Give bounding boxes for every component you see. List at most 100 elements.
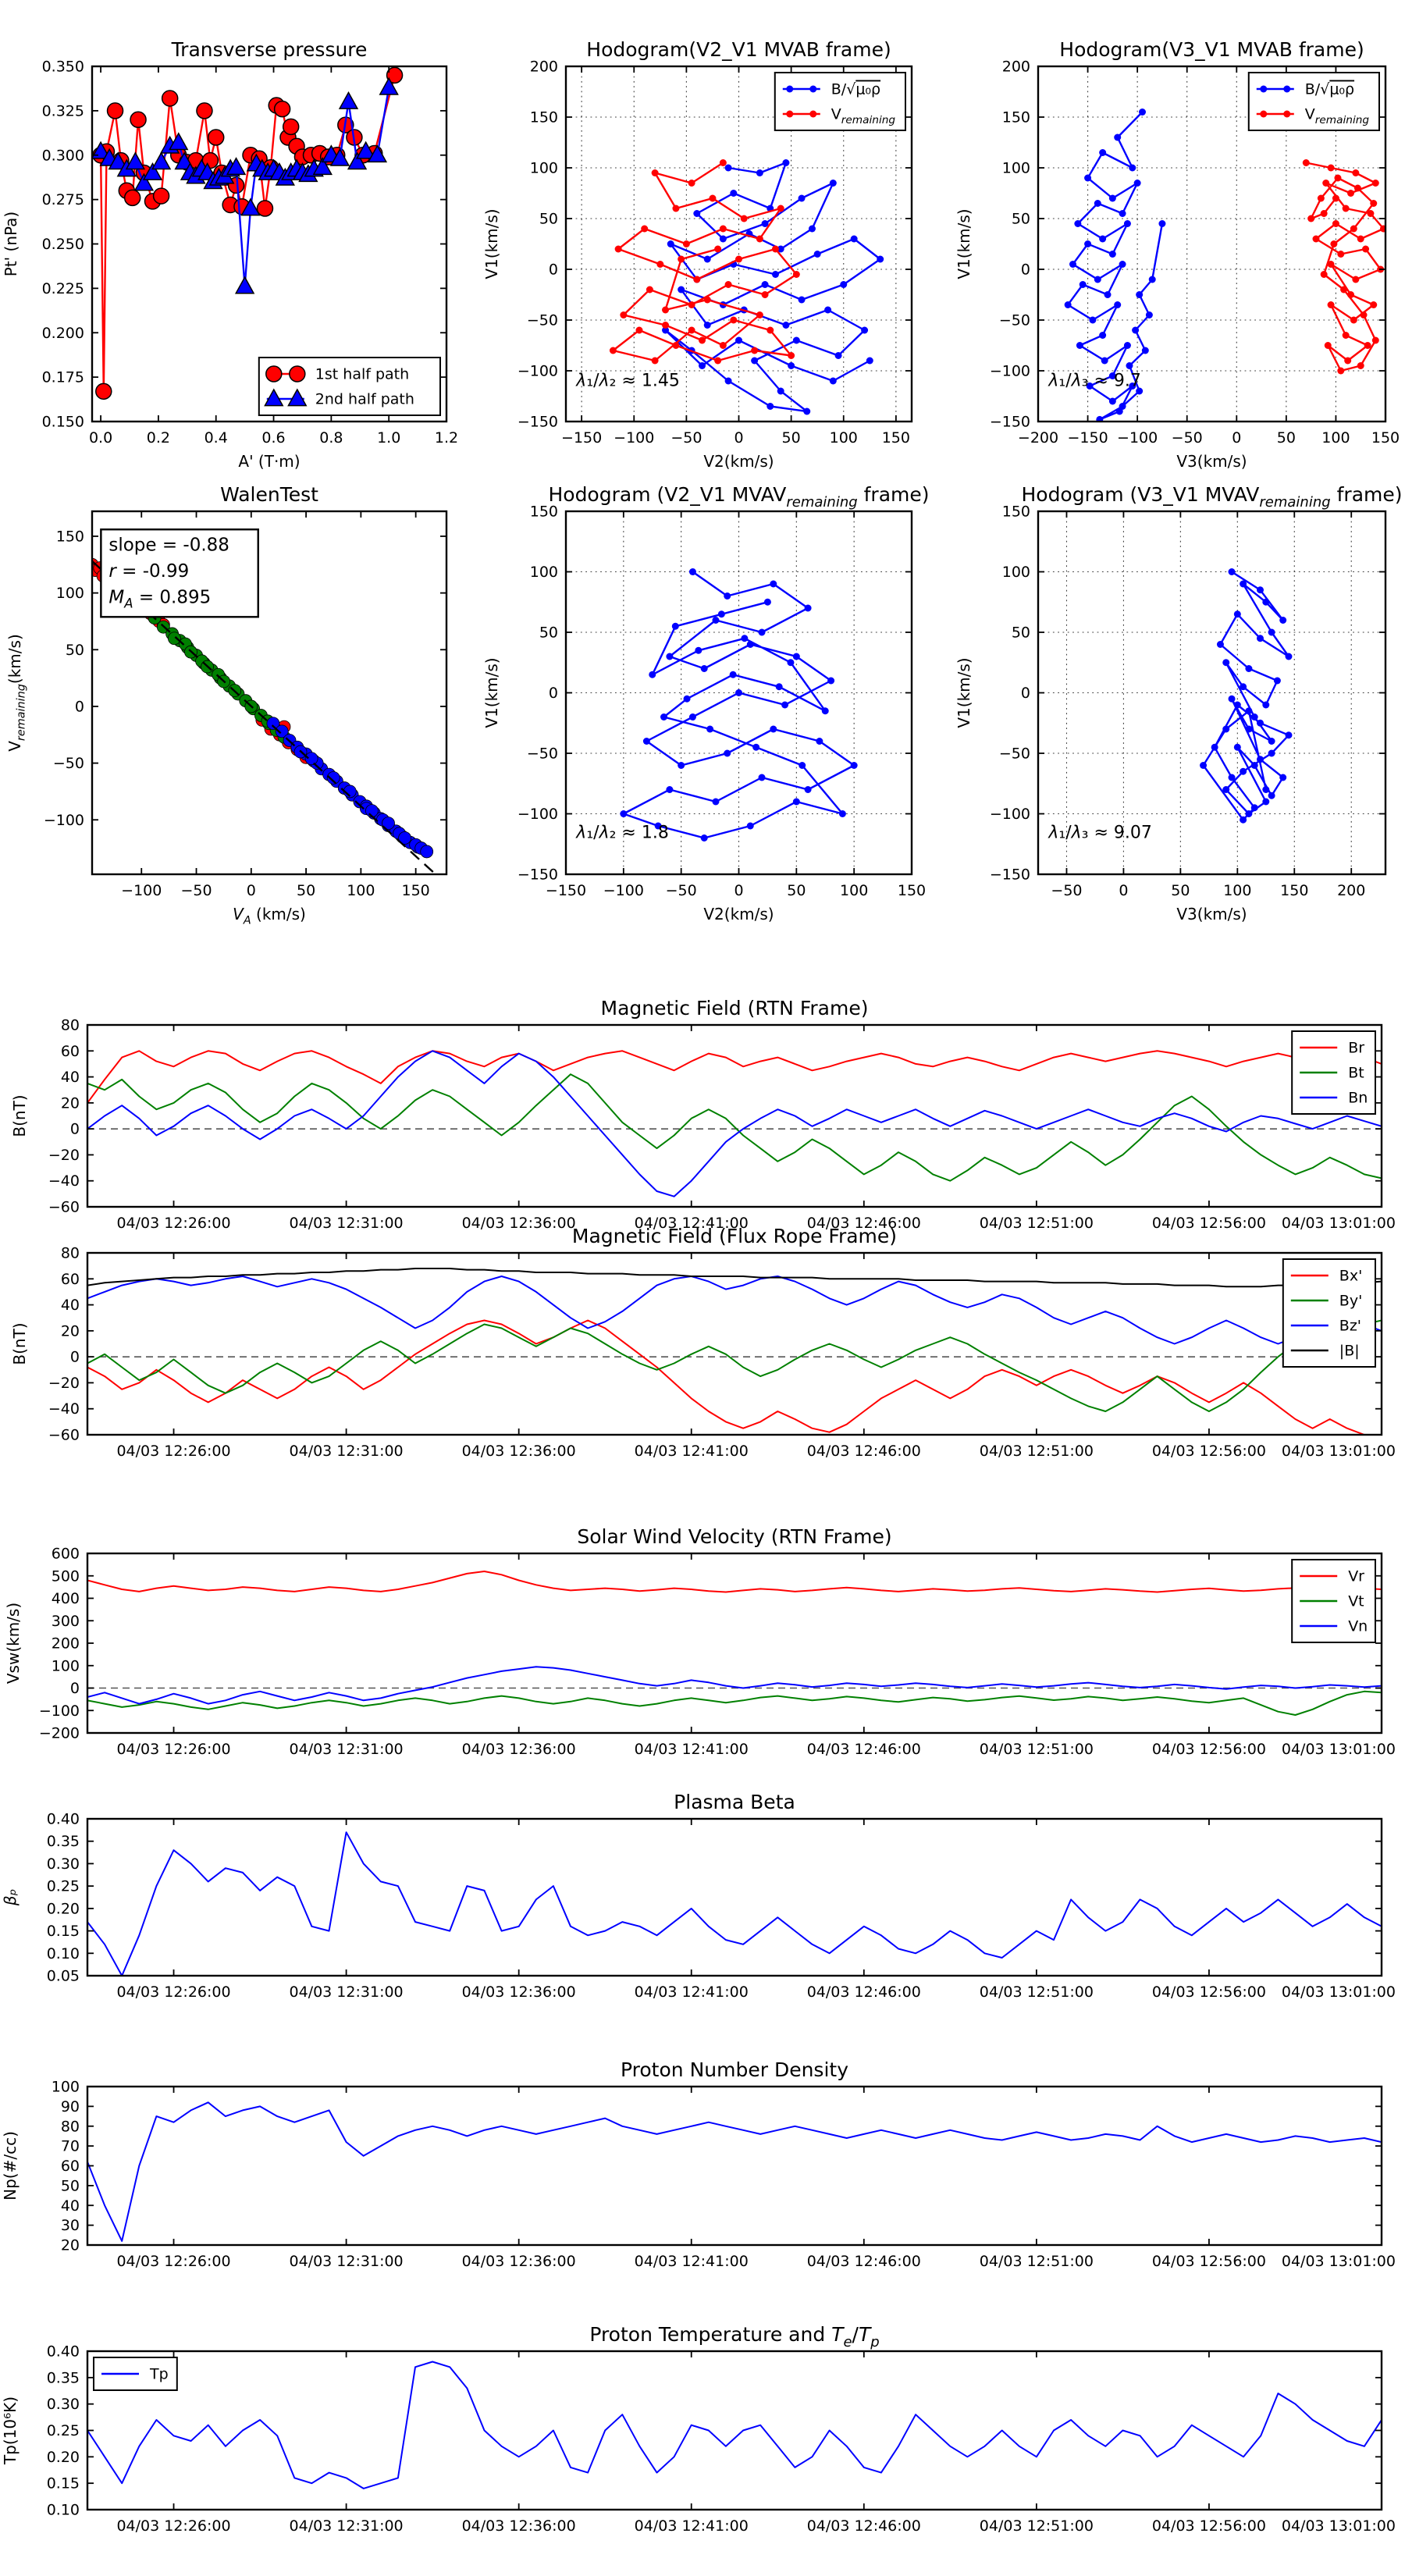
y-tick-label: 100 bbox=[52, 1657, 80, 1674]
x-tick-label: −150 bbox=[561, 429, 602, 447]
x-axis-label: V2(km/s) bbox=[703, 905, 774, 923]
y-tick-label: 100 bbox=[530, 160, 558, 177]
y-tick-label: −40 bbox=[48, 1400, 80, 1418]
y-tick-label: 200 bbox=[530, 59, 558, 76]
x-tick-label: 0.2 bbox=[147, 429, 170, 447]
y-tick-label: −40 bbox=[48, 1172, 80, 1190]
x-tick-label: 04/03 12:36:00 bbox=[462, 2253, 576, 2270]
panel-hodo_v2v1_mvav: −150 −100 −50 0 50 100 150 −150 −100 −50 0 50 100 150… bbox=[482, 483, 930, 923]
axes-frame bbox=[91, 510, 448, 876]
chart-title: Hodogram (V3_V1 MVAVremaining frame) bbox=[1021, 483, 1402, 511]
y-axis-label: V1(km/s) bbox=[482, 208, 501, 279]
x-tick-label: 150 bbox=[402, 882, 430, 899]
x-axis-label: V3(km/s) bbox=[1176, 452, 1247, 471]
y-tick-label: 0.175 bbox=[42, 369, 84, 386]
x-tick-label: 04/03 12:41:00 bbox=[635, 1984, 749, 2001]
x-tick-label: 0 bbox=[1119, 882, 1128, 899]
x-tick-label: 04/03 12:41:00 bbox=[635, 1443, 749, 1460]
x-tick-label: −200 bbox=[1018, 429, 1058, 447]
x-tick-label: 0 bbox=[734, 429, 743, 447]
y-tick-label: 100 bbox=[1002, 564, 1030, 581]
y-tick-label: 80 bbox=[61, 2118, 80, 2135]
x-tick-label: 04/03 12:31:00 bbox=[290, 1741, 404, 1758]
y-tick-label: 500 bbox=[52, 1567, 80, 1585]
y-axis-label: Np(#/cc) bbox=[1, 2131, 20, 2201]
y-tick-label: 50 bbox=[66, 642, 84, 659]
x-tick-label: 04/03 12:31:00 bbox=[290, 1443, 404, 1460]
y-tick-label: 400 bbox=[52, 1590, 80, 1607]
axes-frame bbox=[86, 1817, 1383, 1977]
legend: Tp bbox=[93, 2357, 178, 2391]
x-tick-label: −100 bbox=[1117, 429, 1158, 447]
legend-label: Bn bbox=[1348, 1090, 1368, 1107]
y-tick-label: 60 bbox=[61, 1043, 80, 1060]
x-tick-label: 04/03 12:51:00 bbox=[980, 1443, 1094, 1460]
y-tick-label: −150 bbox=[990, 414, 1030, 431]
y-axis-label: B(nT) bbox=[10, 1322, 29, 1364]
legend-label: Br bbox=[1348, 1040, 1364, 1057]
y-tick-label: 90 bbox=[61, 2098, 80, 2115]
series-V remaining hodogram bbox=[622, 571, 855, 839]
y-tick-label: −100 bbox=[990, 806, 1030, 823]
series-V remaining hodogram bbox=[1202, 571, 1290, 821]
series-Bt bbox=[87, 1073, 1382, 1182]
legend-label: Vn bbox=[1348, 1618, 1368, 1635]
x-tick-label: 04/03 12:46:00 bbox=[807, 1215, 921, 1232]
x-tick-label: 150 bbox=[898, 882, 926, 899]
panel-ts_beta: 04/03 12:26:00 04/03 12:31:00 04/03 12:36:… bbox=[1, 1791, 1396, 2001]
y-tick-label: 100 bbox=[52, 2079, 80, 2096]
x-tick-label: 04/03 12:51:00 bbox=[980, 2517, 1094, 2535]
y-tick-label: −100 bbox=[518, 363, 558, 380]
y-tick-label: −50 bbox=[527, 312, 558, 329]
legend-label: Tp bbox=[149, 2366, 169, 2383]
y-axis-label: Pt' (nPa) bbox=[2, 212, 20, 276]
x-tick-label: 0.4 bbox=[205, 429, 228, 447]
y-tick-label: 0.05 bbox=[47, 1968, 80, 1985]
x-tick-label: 04/03 12:36:00 bbox=[462, 1741, 576, 1758]
series-Tp bbox=[87, 2361, 1382, 2489]
panel-ts_b_fr: 04/03 12:26:00 04/03 12:31:00 04/03 12:36:… bbox=[10, 1225, 1396, 1460]
y-tick-label: 50 bbox=[539, 624, 558, 642]
chart-title: WalenTest bbox=[220, 483, 318, 506]
y-tick-label: −50 bbox=[999, 312, 1030, 329]
y-tick-label: 70 bbox=[61, 2138, 80, 2155]
x-tick-label: 0.6 bbox=[261, 429, 285, 447]
x-tick-label: −100 bbox=[614, 429, 654, 447]
y-tick-label: −50 bbox=[527, 745, 558, 763]
y-tick-label: −150 bbox=[518, 866, 558, 884]
x-tick-label: 04/03 12:41:00 bbox=[635, 2253, 749, 2270]
y-tick-label: 40 bbox=[61, 2197, 80, 2215]
y-tick-label: 300 bbox=[52, 1613, 80, 1630]
x-tick-label: 04/03 13:01:00 bbox=[1282, 1741, 1396, 1758]
legend: 1st half path 2nd half path bbox=[258, 357, 441, 416]
y-axis-label: V1(km/s) bbox=[955, 657, 973, 728]
y-tick-label: 80 bbox=[61, 1017, 80, 1034]
x-tick-label: 100 bbox=[1321, 429, 1350, 447]
x-tick-label: 04/03 12:31:00 bbox=[290, 1215, 404, 1232]
panel-ts_tp: 04/03 12:26:00 04/03 12:31:00 04/03 12:36:… bbox=[1, 2323, 1396, 2535]
annotation-text: λ₁/λ₃ ≈ 9.7 bbox=[1048, 372, 1141, 391]
y-tick-label: −100 bbox=[44, 812, 84, 829]
y-tick-label: 0.350 bbox=[42, 59, 84, 76]
x-tick-label: 04/03 12:51:00 bbox=[980, 1215, 1094, 1232]
y-tick-label: 150 bbox=[1002, 503, 1030, 521]
x-tick-label: 04/03 12:46:00 bbox=[807, 2253, 921, 2270]
y-axis-label: B(nT) bbox=[10, 1094, 29, 1137]
series-Vn bbox=[87, 1666, 1382, 1705]
y-tick-label: −200 bbox=[39, 1725, 80, 1742]
x-tick-label: 04/03 12:56:00 bbox=[1152, 1984, 1266, 2001]
y-tick-label: 0 bbox=[75, 698, 84, 715]
y-tick-label: 100 bbox=[56, 585, 84, 602]
x-tick-label: 04/03 12:51:00 bbox=[980, 2253, 1094, 2270]
y-tick-label: 20 bbox=[61, 1094, 80, 1112]
x-tick-label: 150 bbox=[1280, 882, 1308, 899]
x-tick-label: 04/03 12:56:00 bbox=[1152, 1741, 1266, 1758]
y-tick-label: 0 bbox=[1021, 685, 1030, 702]
x-tick-label: 04/03 12:41:00 bbox=[635, 1215, 749, 1232]
y-tick-label: 150 bbox=[530, 503, 558, 521]
y-tick-label: −150 bbox=[518, 414, 558, 431]
y-tick-label: −150 bbox=[990, 866, 1030, 884]
y-axis-label: V1(km/s) bbox=[955, 208, 973, 279]
